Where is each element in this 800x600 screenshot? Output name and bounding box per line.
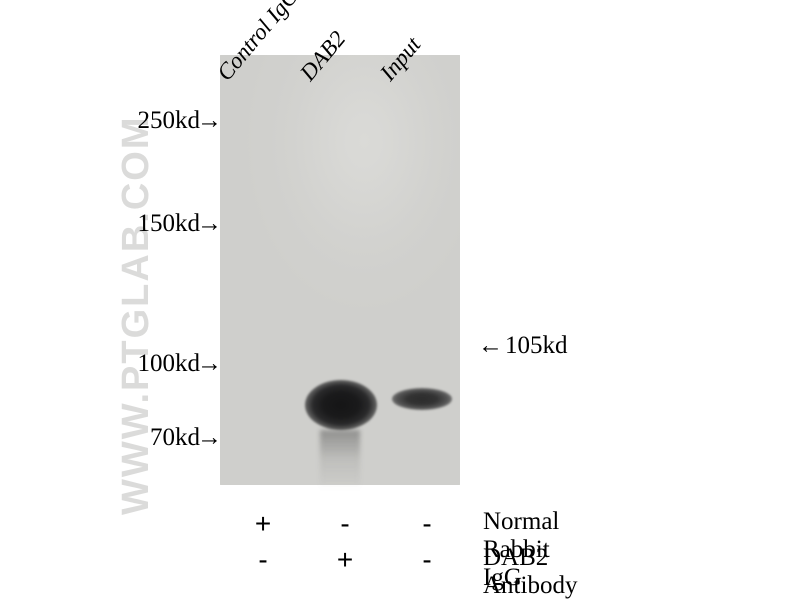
band-arrow-105kd: ← — [478, 332, 503, 360]
marker-100kd: 100kd — [80, 350, 200, 378]
ab-cell: + — [233, 508, 293, 540]
band-dab2-smear — [320, 430, 360, 490]
marker-250kd: 250kd — [80, 107, 200, 135]
band-input-lane — [392, 388, 452, 410]
band-dab2-lane — [305, 380, 377, 430]
marker-70kd: 70kd — [80, 424, 200, 452]
marker-arrow-70kd: → — [197, 424, 222, 452]
ab-cell: + — [315, 544, 375, 576]
ab-cell: - — [233, 544, 293, 576]
figure-stage: WWW.PTGLAB.COM Control IgG DAB2 Input 25… — [0, 0, 800, 600]
marker-150kd: 150kd — [80, 210, 200, 238]
band-label-105kd: 105kd — [505, 332, 568, 360]
watermark-text: WWW.PTGLAB.COM — [115, 116, 158, 515]
ab-cell: - — [397, 508, 457, 540]
marker-arrow-100kd: → — [197, 350, 222, 378]
marker-arrow-150kd: → — [197, 210, 222, 238]
marker-arrow-250kd: → — [197, 107, 222, 135]
ab-cell: - — [315, 508, 375, 540]
ab-cell: - — [397, 544, 457, 576]
ab-label-dab2-antibody: DAB2 Antibody — [483, 544, 577, 600]
